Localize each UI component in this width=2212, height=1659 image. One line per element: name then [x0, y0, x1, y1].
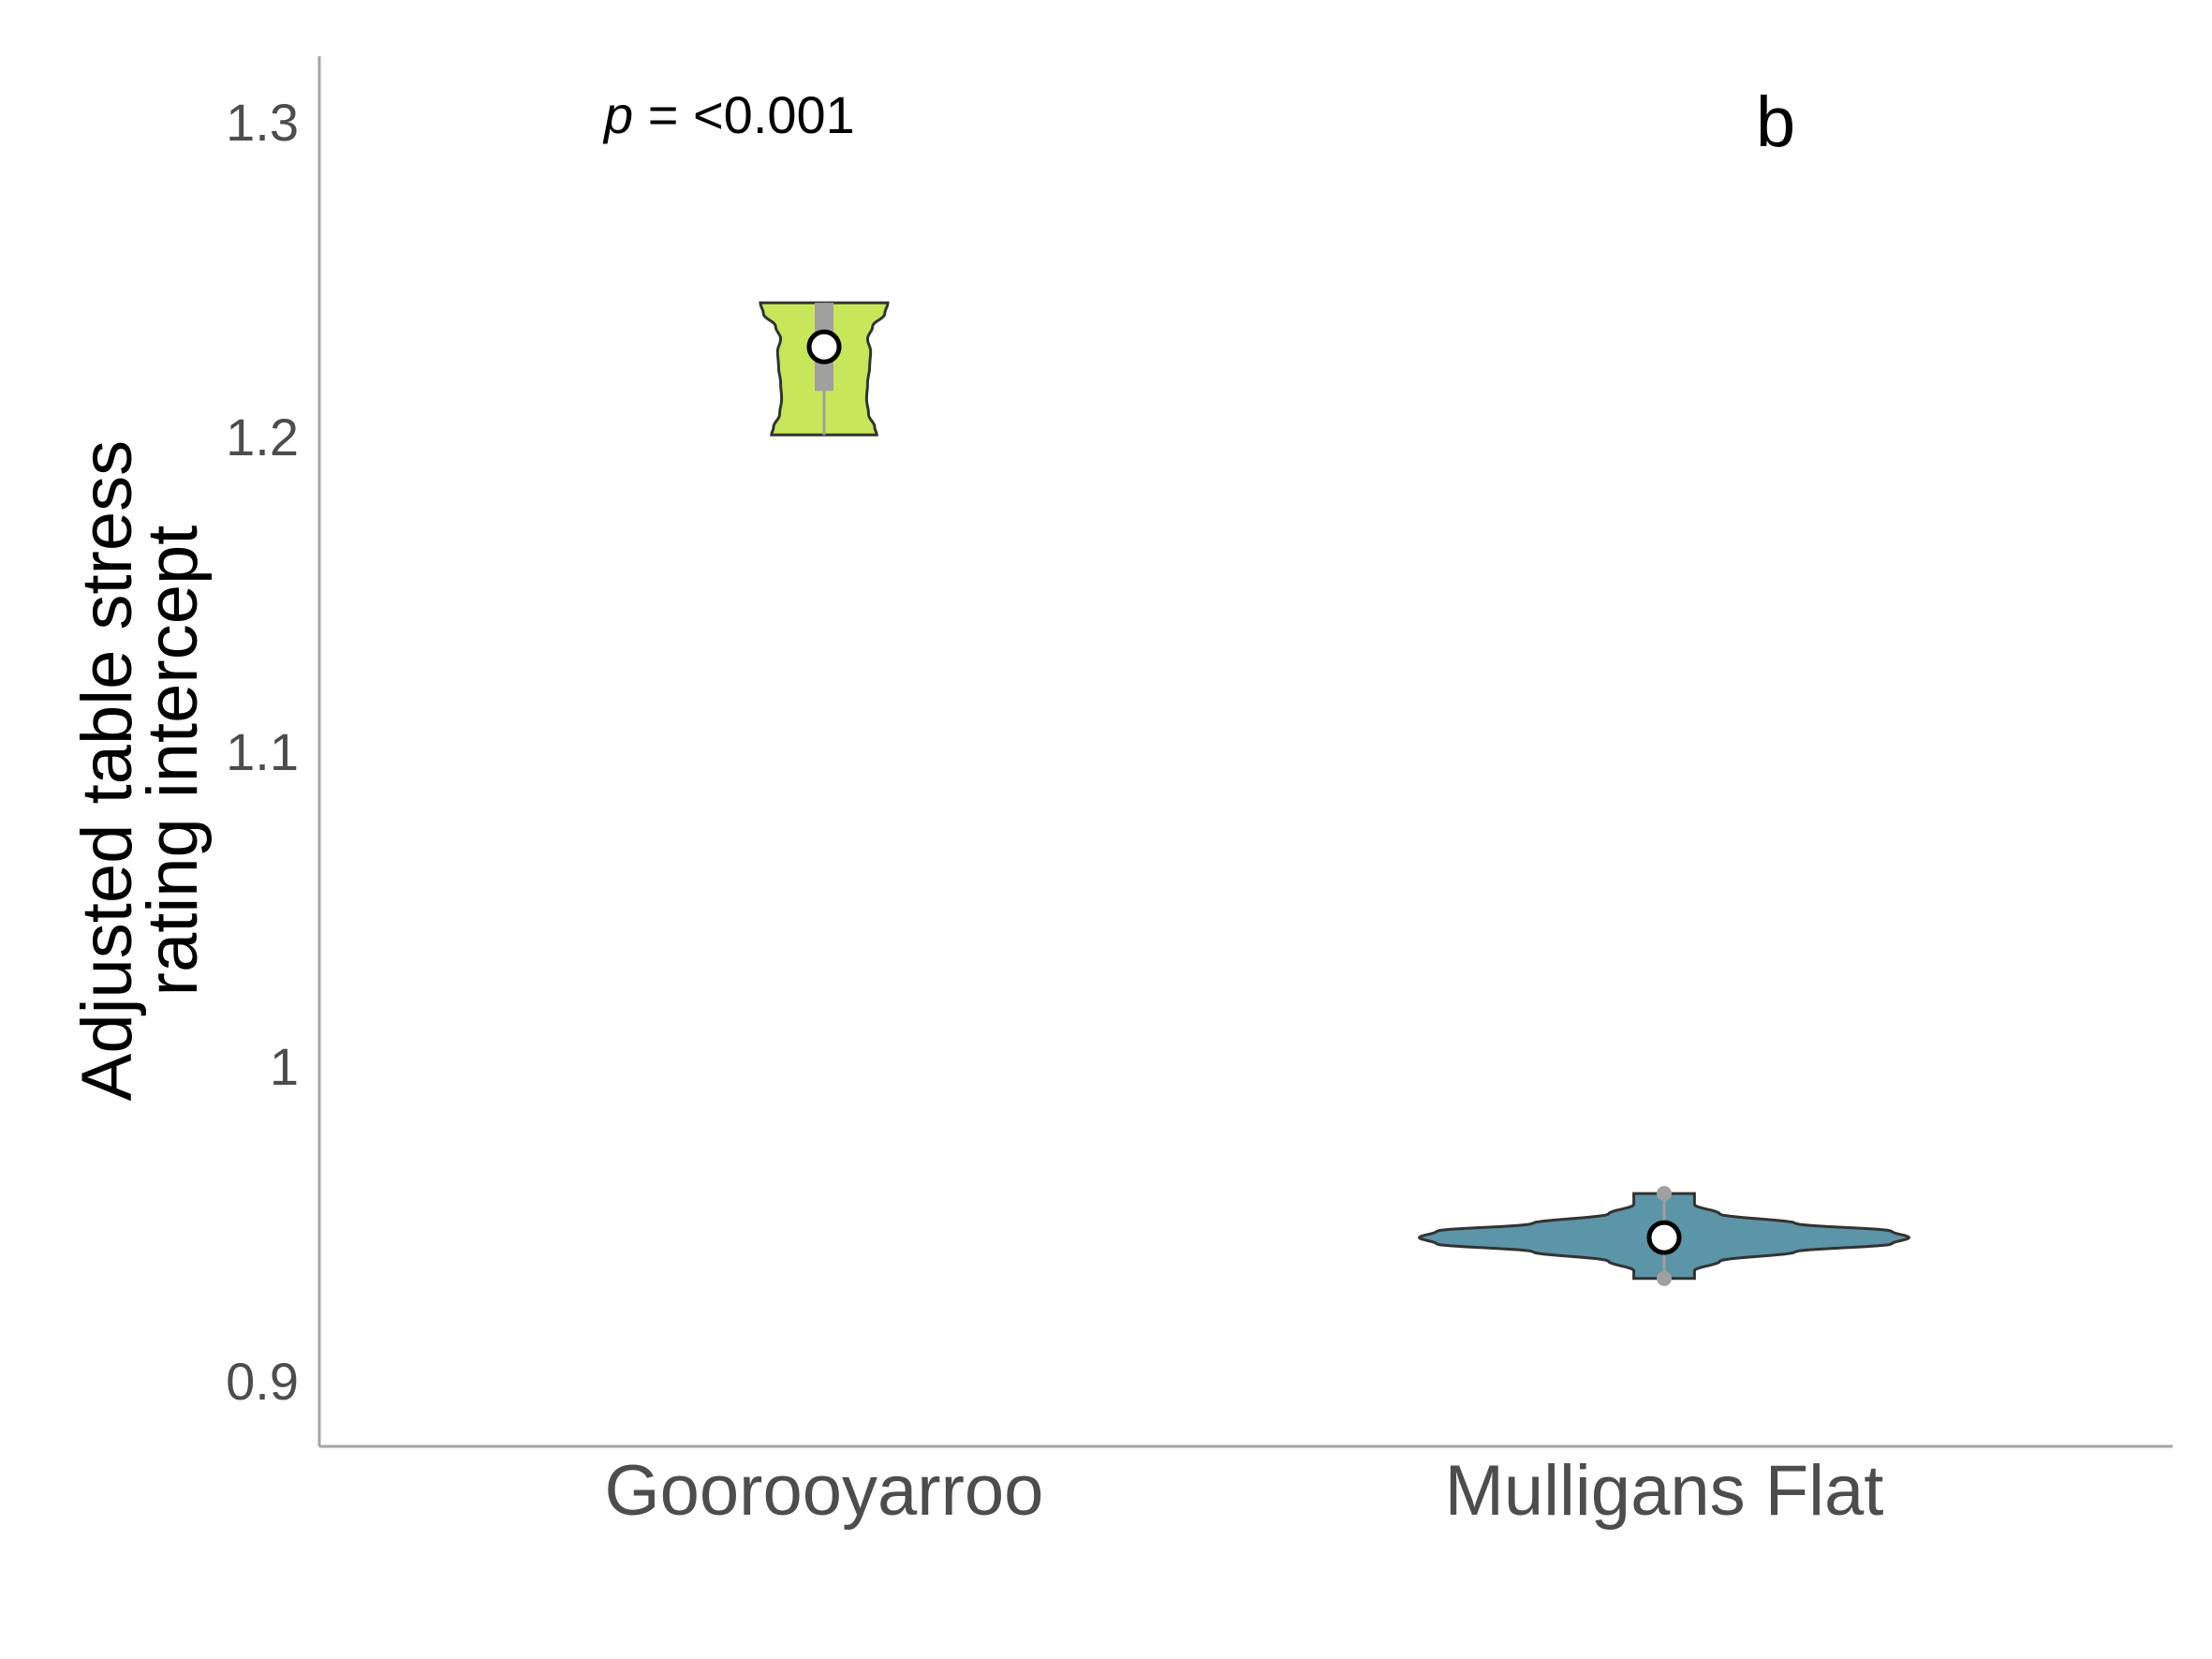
y-tick-labels: 0.9 1 1.1 1.2 1.3 — [226, 93, 299, 1411]
p-value-annotation: p = <0.001 — [602, 85, 855, 144]
outlier-point — [1657, 1271, 1672, 1286]
x-category-label: Goorooyarroo — [605, 1451, 1044, 1531]
mean-point — [809, 332, 839, 362]
violin-group — [760, 303, 888, 435]
y-axis-title: Adjusted table stress rating intercept — [67, 421, 213, 1102]
outlier-point — [1657, 1186, 1672, 1201]
y-tick-label: 1.3 — [226, 93, 299, 152]
y-tick-label: 0.9 — [226, 1352, 299, 1411]
y-tick-label: 1.2 — [226, 407, 299, 467]
violin-layer — [760, 303, 1909, 1286]
p-value-text: = <0.001 — [633, 85, 855, 144]
y-tick-label: 1.1 — [226, 722, 299, 781]
plot-area: 0.9 1 1.1 1.2 1.3 Goorooyarroo Mulligans Flat — [226, 56, 2173, 1531]
violin-group — [1420, 1186, 1910, 1286]
y-tick-label: 1 — [270, 1037, 299, 1096]
y-axis-title-line-2: rating intercept — [133, 526, 213, 997]
mean-point — [1649, 1222, 1679, 1252]
x-category-labels: Goorooyarroo Mulligans Flat — [605, 1451, 1884, 1531]
p-symbol: p — [602, 85, 633, 144]
x-category-label: Mulligans Flat — [1445, 1451, 1884, 1531]
panel-letter: b — [1756, 82, 1795, 162]
